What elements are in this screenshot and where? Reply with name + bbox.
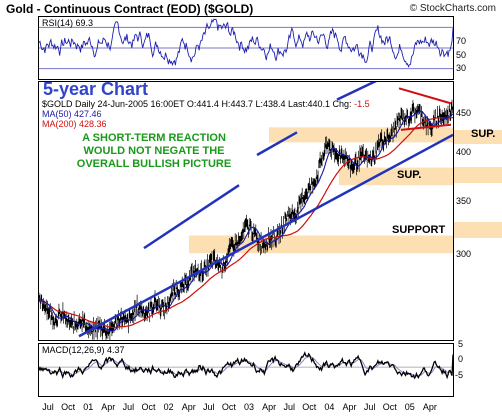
zone-extension-2: [454, 167, 502, 183]
x-tick-label: 02: [164, 402, 174, 412]
ma50-line: [39, 109, 453, 332]
chg-value: -1.5: [354, 99, 370, 109]
rsi-line: [39, 18, 453, 68]
rsi-chart: [39, 18, 453, 70]
rsi-panel: RSI(14) 69.3: [38, 16, 454, 80]
x-tick-label: Jul: [364, 402, 376, 412]
x-tick-label: 05: [405, 402, 415, 412]
ma200-line: [39, 117, 453, 329]
x-tick-label: Apr: [101, 402, 115, 412]
x-tick-label: 04: [324, 402, 334, 412]
support-zone-3: [189, 235, 453, 254]
rsi-tick-70: 70: [456, 36, 467, 46]
x-tick-label: Apr: [182, 402, 196, 412]
price-info-line: $GOLD Daily 24-Jun-2005 16:00ET O:441.4 …: [42, 99, 370, 109]
price-tick-300: 300: [456, 249, 472, 259]
x-tick-label: Jul: [42, 402, 54, 412]
five-year-label: 5-year Chart: [43, 79, 149, 99]
price-tick-400: 400: [456, 147, 472, 157]
annotation-text: A SHORT-TERM REACTION WOULD NOT NEGATE T…: [59, 132, 249, 171]
chg-label: Chg:: [332, 99, 352, 109]
channel-upper-segment-3: [336, 82, 377, 101]
price-chart: [39, 82, 453, 340]
x-tick-label: 03: [244, 402, 254, 412]
x-tick-label: Oct: [383, 402, 398, 412]
macd-tick-0: 0: [458, 354, 464, 364]
copyright-text: © StockCharts.com: [409, 3, 496, 14]
zone-extension-1: [454, 130, 502, 144]
annotation-line-3: OVERALL BULLISH PICTURE: [76, 158, 232, 170]
zone-label-3: SUPPORT: [392, 224, 446, 236]
zone-label-2: SUP.: [397, 169, 422, 181]
rsi-label: RSI(14) 69.3: [42, 18, 94, 28]
x-tick-label: Apr: [342, 402, 356, 412]
channel-upper-segment-1: [143, 184, 240, 250]
rsi-tick-30: 30: [456, 63, 467, 73]
x-tick-label: Apr: [262, 402, 276, 412]
zone-label-1: SUP.: [471, 128, 496, 140]
ma50-label: MA(50) 427.46: [42, 109, 102, 119]
chart-title: Gold - Continuous Contract (EOD) ($GOLD): [6, 2, 254, 16]
x-tick-label: Oct: [141, 402, 156, 412]
macd-chart: [39, 351, 453, 380]
support-zone-2: [339, 167, 453, 186]
channel-upper-segment-2: [256, 131, 298, 157]
support-zone-1: [269, 127, 453, 143]
macd-panel: MACD(12,26,9) 4.37: [38, 343, 454, 397]
ohlc-text: $GOLD Daily 24-Jun-2005 16:00ET O:441.4 …: [42, 99, 331, 109]
price-tick-350: 350: [456, 196, 472, 206]
x-tick-label: Oct: [222, 402, 237, 412]
triangle-lower-line: [400, 123, 452, 131]
x-tick-label: Oct: [302, 402, 317, 412]
price-panel: 5-year Chart $GOLD Daily 24-Jun-2005 16:…: [38, 79, 454, 341]
price-tick-450: 450: [456, 108, 472, 118]
macd-line: [39, 351, 453, 380]
x-tick-label: Jul: [123, 402, 135, 412]
rsi-tick-50: 50: [456, 50, 467, 60]
x-tick-label: Apr: [423, 402, 437, 412]
macd-label: MACD(12,26,9) 4.37: [42, 345, 125, 355]
x-axis: Jul Oct 01 Apr Jul Oct 02 Apr Jul Oct 03 Apr Jul Oct 0…: [42, 402, 437, 412]
x-tick-label: Jul: [283, 402, 295, 412]
x-tick-label: 01: [83, 402, 93, 412]
zone-extension-3: [454, 222, 502, 238]
x-tick-label: Jul: [203, 402, 215, 412]
triangle-upper-line: [398, 87, 452, 105]
macd-tick-minus5: -5: [455, 370, 464, 380]
ma200-label: MA(200) 428.36: [42, 119, 107, 129]
x-tick-label: Oct: [61, 402, 76, 412]
annotation-line-1: A SHORT-TERM REACTION: [82, 132, 226, 144]
channel-lower-line: [78, 133, 453, 338]
annotation-line-2: WOULD NOT NEGATE THE: [83, 145, 225, 157]
macd-tick-5: 5: [458, 339, 464, 349]
